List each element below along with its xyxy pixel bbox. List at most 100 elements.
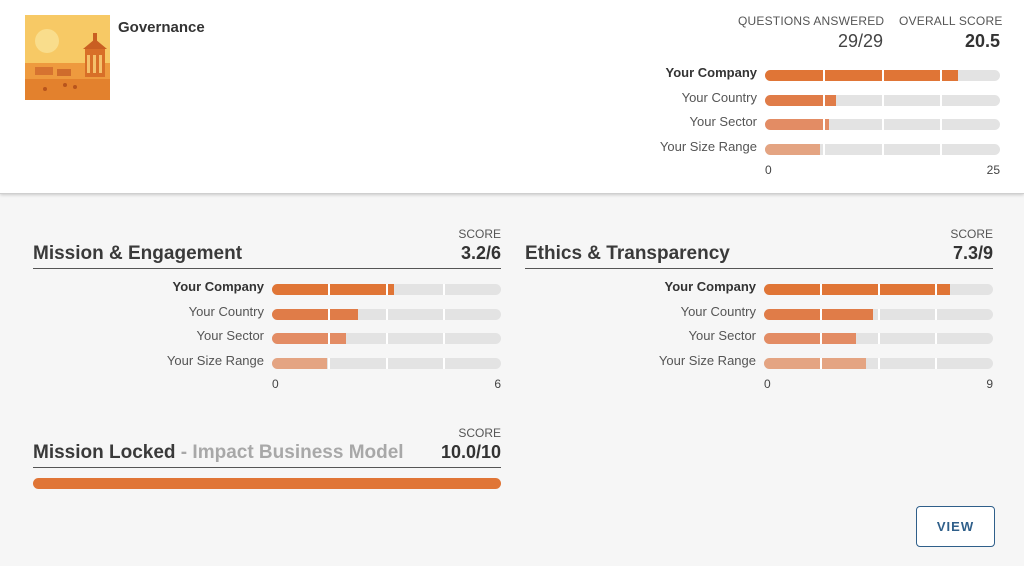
mission-locked-title: Mission Locked - Impact Business Model (33, 442, 404, 464)
row-label: Your Country (681, 89, 757, 105)
row-label: Your Company (665, 65, 758, 80)
bar-segment-divider (822, 119, 825, 130)
row-label: Your Size Range (166, 352, 264, 368)
mission-locked-score: 10.0/10 (440, 442, 501, 462)
row-label: Your Company (172, 279, 265, 294)
bar-segment-divider (328, 357, 331, 369)
bar-segment-divider (934, 284, 937, 295)
bar-segment-divider (940, 119, 943, 130)
row-label: Your Country (188, 303, 264, 319)
bar-segment-divider (820, 333, 823, 344)
bar-segment-divider (442, 357, 445, 369)
score-bar-fill (764, 308, 874, 320)
ethics-transparency-score: 7.3/9 (952, 243, 993, 263)
page-title: Governance (118, 19, 205, 36)
score-bar-fill (764, 333, 856, 344)
ethics-transparency-row-sector: Your Sector (622, 326, 993, 346)
bar-segment-divider (940, 70, 943, 81)
row-label: Your Sector (689, 114, 757, 129)
mission-engagement-row-country: Your Country (130, 302, 501, 322)
mission-locked-title-main: Mission Locked (33, 442, 176, 463)
bar-segment-divider (934, 357, 937, 369)
ethics-transparency-divider (525, 268, 993, 269)
bar-segment-divider (877, 284, 880, 295)
overall-chart-row-sector: Your Sector (620, 112, 1000, 132)
ethics-transparency-score-label: SCORE (950, 227, 993, 241)
score-bar-track (764, 333, 993, 344)
bar-segment-divider (822, 143, 825, 155)
score-bar-fill (272, 333, 347, 344)
mission-engagement-axis-min: 0 (272, 377, 279, 391)
view-button[interactable]: VIEW (916, 506, 995, 547)
bar-segment-divider (442, 284, 445, 295)
bar-segment-divider (328, 333, 331, 344)
bar-segment-divider (934, 308, 937, 320)
mission-locked-score-bar (33, 478, 501, 489)
overall-axis-min: 0 (765, 163, 772, 177)
bar-segment-divider (940, 94, 943, 106)
row-label: Your Size Range (659, 138, 757, 154)
mission-engagement-row-sector: Your Sector (130, 326, 501, 346)
bar-segment-divider (881, 119, 884, 130)
ethics-transparency-axis-max: 9 (986, 377, 993, 391)
questions-answered-label: QUESTIONS ANSWERED (738, 14, 885, 28)
bar-segment-divider (442, 333, 445, 344)
overall-score-value: 20.5 (964, 31, 1000, 51)
bar-segment-divider (385, 284, 388, 295)
bar-segment-divider (385, 357, 388, 369)
row-label: Your Sector (688, 328, 756, 343)
row-label: Your Company (664, 279, 757, 294)
mission-engagement-title: Mission & Engagement (33, 243, 243, 264)
score-bar-fill (765, 70, 958, 81)
bar-segment-divider (877, 308, 880, 320)
bar-segment-divider (822, 70, 825, 81)
score-bar-track (764, 357, 993, 369)
overall-chart-row-country: Your Country (620, 88, 1000, 108)
score-bar-fill (272, 308, 358, 320)
overall-score-label: OVERALL SCORE (899, 14, 1003, 28)
score-bar-track (765, 119, 1000, 130)
questions-answered-value: 29/29 (837, 31, 883, 51)
governance-summary-card: Governance QUESTIONS ANSWERED OVERALL SC… (0, 0, 1024, 194)
bar-segment-divider (820, 284, 823, 295)
score-bar-fill (765, 119, 829, 130)
score-bar-fill (272, 284, 395, 295)
row-label: Your Country (680, 303, 756, 319)
mission-locked-divider (33, 467, 501, 468)
score-bar-fill (765, 143, 820, 155)
mission-engagement-axis-max: 6 (494, 377, 501, 391)
score-bar-track (272, 357, 501, 369)
score-bar-track (764, 308, 993, 320)
overall-chart-row-size-range: Your Size Range (620, 137, 1000, 157)
governance-thumbnail-image (25, 15, 110, 100)
score-bar-track (272, 333, 501, 344)
bar-segment-divider (328, 284, 331, 295)
ethics-transparency-row-company: Your Company (622, 277, 993, 297)
score-bar-track (272, 308, 501, 320)
ethics-transparency-title: Ethics & Transparency (525, 243, 730, 264)
score-bar-track (765, 70, 1000, 81)
overall-chart-row-company: Your Company (620, 63, 1000, 83)
mission-locked-score-label: SCORE (458, 426, 501, 440)
mission-engagement-row-size-range: Your Size Range (130, 351, 501, 371)
score-bar-track (765, 94, 1000, 106)
mission-locked-subtitle: - Impact Business Model (175, 442, 404, 463)
mission-engagement-row-company: Your Company (130, 277, 501, 297)
score-bar-fill (765, 94, 837, 106)
mission-engagement-divider (33, 268, 501, 269)
mission-engagement-score-label: SCORE (458, 227, 501, 241)
row-label: Your Size Range (658, 352, 756, 368)
bar-segment-divider (881, 94, 884, 106)
bar-segment-divider (881, 143, 884, 155)
bar-segment-divider (820, 308, 823, 320)
bar-segment-divider (328, 308, 331, 320)
bar-segment-divider (820, 357, 823, 369)
score-bar-fill (272, 357, 328, 369)
bar-segment-divider (442, 308, 445, 320)
bar-segment-divider (934, 333, 937, 344)
bar-segment-divider (940, 143, 943, 155)
score-bar-track (764, 284, 993, 295)
ethics-transparency-row-country: Your Country (622, 302, 993, 322)
score-bar-track (272, 284, 501, 295)
bar-segment-divider (385, 308, 388, 320)
